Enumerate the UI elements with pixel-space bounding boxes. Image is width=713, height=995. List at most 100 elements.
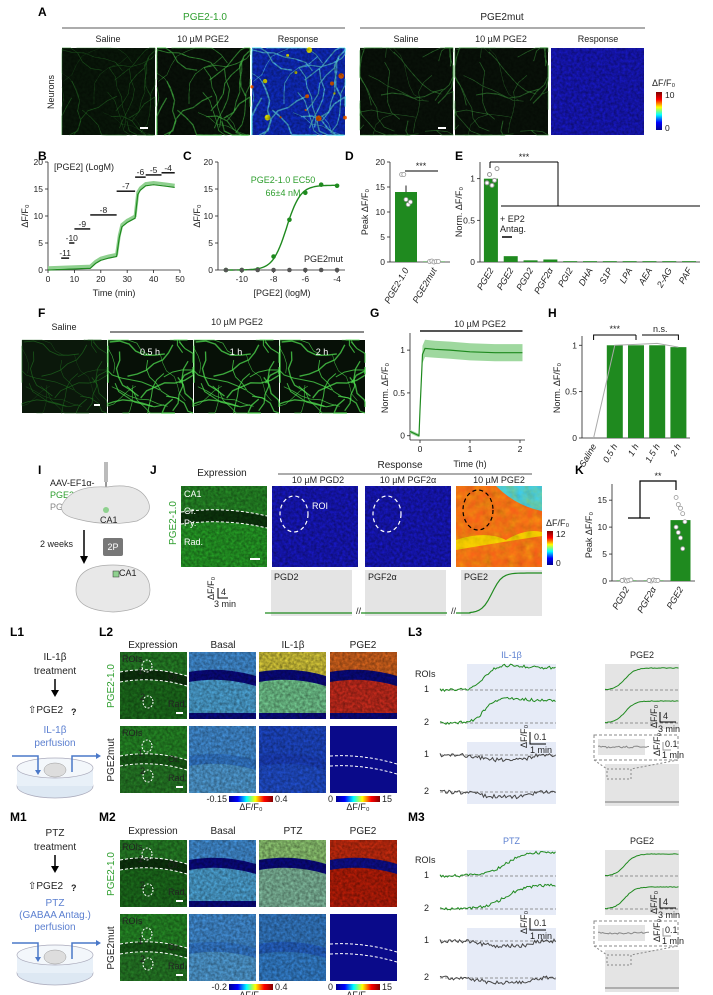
panel-label-b: B bbox=[38, 149, 47, 163]
neurite bbox=[194, 339, 237, 356]
data-point bbox=[655, 578, 661, 583]
layer-label: Rad. bbox=[168, 699, 187, 709]
y-tick-label: 0 bbox=[208, 265, 213, 275]
x-tick-label: PGF2α bbox=[635, 584, 658, 615]
bar bbox=[628, 345, 644, 438]
image-noise bbox=[189, 652, 256, 719]
data-point-mut bbox=[255, 267, 260, 273]
neurite bbox=[197, 386, 254, 407]
layer-label: CA1 bbox=[184, 489, 202, 499]
neurite bbox=[61, 373, 79, 414]
y-tick-label: 15 bbox=[376, 182, 386, 192]
neurite bbox=[60, 359, 94, 399]
arrow-head-icon bbox=[51, 866, 59, 873]
layer-boundary bbox=[119, 857, 188, 865]
data-point bbox=[680, 546, 686, 552]
x-tick-label: 20 bbox=[96, 274, 106, 284]
data-point-mut bbox=[287, 267, 292, 273]
wait-label: 2 weeks bbox=[40, 539, 74, 549]
x-tick-label: PGE2-1.0 bbox=[382, 266, 410, 305]
column-label: PTZ bbox=[284, 826, 303, 837]
panel-label-l3: L3 bbox=[408, 625, 422, 639]
neurite bbox=[246, 354, 272, 401]
data-point bbox=[287, 217, 292, 223]
scale-bar-ylabel: ΔF/F₀ bbox=[649, 704, 659, 728]
roi-circle bbox=[142, 957, 154, 971]
bar bbox=[622, 261, 637, 262]
x-tick-label: 2 h bbox=[668, 442, 683, 459]
neurite bbox=[233, 373, 251, 414]
image-annotations: ROIs 1 2 Or. Rad. ROIs 1 2 Or. Rad. -0.2 0.4 ΔF/F₀ 0 1… bbox=[122, 842, 392, 995]
hypothesis-label: ⇧PGE2 bbox=[28, 705, 63, 716]
image-noise bbox=[120, 726, 187, 793]
roi-number: 1 bbox=[138, 748, 143, 758]
x-tick-label: 0.5 h bbox=[601, 442, 620, 464]
data-point bbox=[492, 177, 497, 183]
image-noise bbox=[259, 726, 326, 793]
column-label: Basal bbox=[210, 826, 235, 837]
neurite bbox=[213, 344, 260, 377]
time-label: 2 h bbox=[316, 347, 329, 357]
panel-label-i: I bbox=[38, 463, 41, 477]
inset-trace bbox=[597, 745, 650, 749]
panel-l2: Expression Basal IL-1β PGE2 PGE2-1.0 PGE… bbox=[106, 640, 398, 812]
row-label: PGE2-1.0 bbox=[168, 501, 179, 545]
roi-number: 1 bbox=[424, 749, 429, 759]
inset-connector bbox=[593, 945, 679, 956]
roi-number: 2 bbox=[140, 692, 145, 702]
concentration-label: -10 bbox=[66, 233, 79, 243]
stimulus-shade bbox=[467, 664, 556, 729]
concentration-label: -4 bbox=[164, 163, 172, 173]
data-point-mut bbox=[239, 267, 245, 273]
data-point-mut bbox=[334, 267, 340, 273]
annotation-ec50-value: 66±4 nM bbox=[266, 188, 301, 198]
roi-number: 2 bbox=[424, 903, 429, 913]
concentration-label: -7 bbox=[122, 181, 130, 191]
neurite bbox=[193, 340, 202, 374]
column-label: 10 µM PGE2 bbox=[475, 34, 527, 44]
neurite bbox=[86, 361, 103, 411]
stimulus-shade bbox=[365, 570, 446, 616]
neurite bbox=[91, 377, 108, 407]
saline-label: Saline bbox=[51, 322, 76, 332]
neurite bbox=[246, 398, 261, 414]
arrow-head-icon bbox=[35, 957, 41, 962]
neurite bbox=[115, 351, 139, 397]
roi-number: 2 bbox=[140, 766, 145, 776]
scale-bar bbox=[217, 588, 228, 599]
neurite bbox=[283, 386, 340, 407]
stimulus-label: PGE2 bbox=[630, 836, 654, 846]
rois-label: ROIs bbox=[415, 669, 436, 679]
y-axis-label: Peak ΔF/F₀ bbox=[584, 512, 594, 559]
roi-number: 1 bbox=[424, 684, 429, 694]
time-lapse-images bbox=[21, 339, 366, 414]
colorbar-label: ΔF/F₀ bbox=[546, 518, 570, 528]
image-noise bbox=[120, 652, 187, 719]
y-axis-label: ΔF/F₀ bbox=[192, 204, 202, 228]
panel-label-a: A bbox=[38, 5, 47, 19]
scale-bar-y: 0.1 bbox=[534, 918, 547, 928]
mut-trace bbox=[439, 938, 556, 949]
scale-bar bbox=[662, 742, 671, 751]
x-tick-label: PGD2 bbox=[514, 266, 535, 292]
data-point bbox=[682, 519, 688, 525]
neurite bbox=[74, 354, 100, 401]
layer-label: Rad. bbox=[168, 961, 187, 971]
pge2-trace bbox=[604, 700, 679, 724]
neurite-texture bbox=[279, 339, 366, 414]
roi-circle bbox=[141, 659, 153, 673]
column-label: PGE2 bbox=[350, 640, 377, 651]
paired-line bbox=[593, 342, 679, 439]
stimulus-shade bbox=[605, 850, 679, 915]
data-point bbox=[487, 172, 492, 177]
scale-bar-y: 4 bbox=[221, 587, 226, 597]
bar bbox=[670, 347, 687, 438]
neurite bbox=[287, 351, 311, 397]
scale-bar bbox=[659, 898, 676, 909]
neurite bbox=[312, 374, 366, 399]
roi-circle bbox=[462, 489, 494, 531]
response-image bbox=[330, 726, 397, 793]
rois-label: ROIs bbox=[415, 855, 436, 865]
column-label: Basal bbox=[210, 640, 235, 651]
